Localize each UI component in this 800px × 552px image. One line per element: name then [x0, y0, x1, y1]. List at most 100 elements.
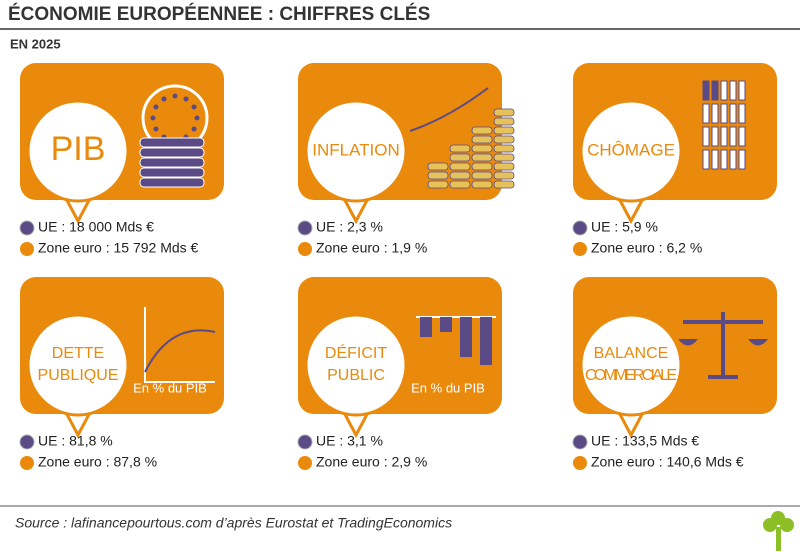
star	[161, 96, 167, 102]
coin	[471, 171, 493, 180]
person	[702, 80, 710, 101]
euro-value: Zone euro : 6,2 %	[591, 240, 702, 256]
person	[729, 80, 737, 101]
coin	[139, 147, 205, 158]
coin	[493, 144, 515, 153]
ue-value: UE : 3,1 %	[316, 433, 383, 449]
card-label: PUBLIC	[327, 367, 385, 384]
euro-value: Zone euro : 1,9 %	[316, 240, 427, 256]
euro-icon	[298, 456, 312, 470]
ue-icon	[297, 434, 313, 450]
person	[738, 126, 746, 147]
ue-icon	[19, 434, 35, 450]
person	[738, 80, 746, 101]
person	[711, 126, 719, 147]
coin	[449, 144, 471, 153]
coin	[471, 144, 493, 153]
subtitle: EN 2025	[10, 36, 61, 51]
euro-icon	[573, 242, 587, 256]
coin	[493, 171, 515, 180]
person	[729, 149, 737, 170]
ue-value: UE : 81,8 %	[38, 433, 113, 449]
coin	[493, 108, 515, 117]
euro-value: Zone euro : 2,9 %	[316, 454, 427, 470]
bubble	[26, 99, 130, 203]
bar	[480, 317, 492, 365]
star	[153, 126, 159, 132]
coin	[493, 180, 515, 189]
star	[191, 126, 197, 132]
person	[720, 149, 728, 170]
coin	[449, 153, 471, 162]
coin	[493, 162, 515, 171]
card-label: CHÔMAGE	[587, 140, 675, 159]
coin	[139, 167, 205, 178]
bubble	[579, 99, 683, 203]
coin	[139, 137, 205, 148]
coin	[493, 135, 515, 144]
scale	[683, 312, 763, 379]
person	[729, 103, 737, 124]
card-note: En % du PIB	[411, 380, 485, 395]
coin	[493, 117, 515, 126]
source: Source : lafinancepourtous.com d’après E…	[15, 515, 452, 531]
euro-value: Zone euro : 140,6 Mds €	[591, 454, 744, 470]
euro-value: Zone euro : 15 792 Mds €	[38, 240, 199, 256]
person	[720, 80, 728, 101]
coin	[427, 162, 449, 171]
ue-value: UE : 2,3 %	[316, 219, 383, 235]
euro-value: Zone euro : 87,8 %	[38, 454, 157, 470]
card-label: INFLATION	[312, 140, 400, 159]
star	[194, 115, 200, 121]
person	[702, 149, 710, 170]
bar	[460, 317, 472, 357]
coin	[471, 126, 493, 135]
pan	[678, 339, 768, 346]
person	[729, 126, 737, 147]
card: INFLATION UE : 2,3 % Zone euro : 1,9 %	[297, 63, 515, 256]
coin	[449, 162, 471, 171]
ue-icon	[297, 220, 313, 236]
person	[702, 126, 710, 147]
card-label: BALANCE	[594, 345, 669, 362]
ue-value: UE : 5,9 %	[591, 219, 658, 235]
person	[711, 149, 719, 170]
star	[183, 96, 189, 102]
ue-value: UE : 18 000 Mds €	[38, 219, 154, 235]
bubble	[304, 99, 408, 203]
person	[702, 103, 710, 124]
coin	[493, 153, 515, 162]
ue-icon	[572, 434, 588, 450]
card: BALANCE COMMERCIALE UE : 133,5 Mds € Zone e…	[572, 277, 777, 470]
card-label: COMMERCIALE	[585, 367, 677, 384]
card-note: En % du PIB	[133, 380, 207, 395]
person	[720, 126, 728, 147]
coin	[471, 180, 493, 189]
ue-icon	[572, 220, 588, 236]
coin	[139, 157, 205, 168]
coin	[471, 135, 493, 144]
coin	[449, 171, 471, 180]
person	[738, 149, 746, 170]
coin	[427, 180, 449, 189]
euro-icon	[20, 242, 34, 256]
coin	[449, 180, 471, 189]
coin	[427, 171, 449, 180]
curve	[144, 329, 216, 373]
card: PIB UE : 18 000 Mds € Zone euro : 15 792 M…	[19, 63, 224, 256]
bar	[440, 317, 452, 332]
star	[172, 93, 178, 99]
euro-icon	[298, 242, 312, 256]
bubble	[304, 313, 408, 417]
title: ÉCONOMIE EUROPÉENNEE : CHIFFRES CLÉS	[8, 3, 430, 25]
ue-value: UE : 133,5 Mds €	[591, 433, 699, 449]
star	[153, 104, 159, 110]
card: DETTE PUBLIQUE En % du PIB UE : 81,8 % Zone …	[19, 277, 224, 470]
card-label: DETTE	[52, 345, 104, 362]
card-label: PUBLIQUE	[38, 367, 119, 384]
card-label: PIB	[51, 130, 106, 168]
coin	[471, 162, 493, 171]
logo	[763, 511, 794, 551]
star	[150, 115, 156, 121]
